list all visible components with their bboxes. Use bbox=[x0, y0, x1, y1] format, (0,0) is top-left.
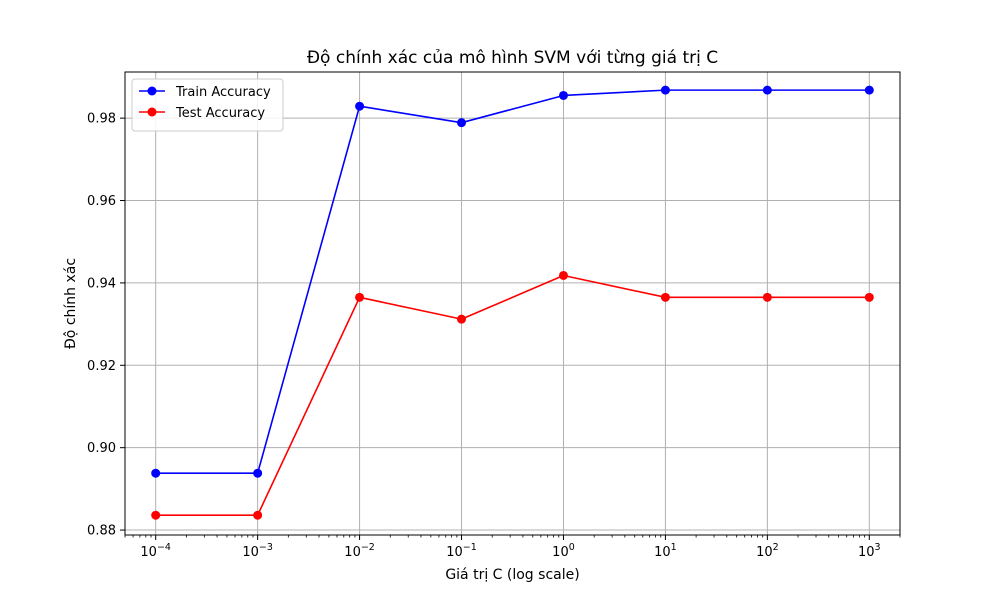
axes: 10−4 10−3 10−2 10−1 100 101 102 1030.880.900.92… bbox=[87, 112, 901, 560]
y-tick-label: 0.88 bbox=[87, 524, 116, 539]
series-train-accuracy bbox=[151, 85, 874, 478]
x-tick-label: 10−3 bbox=[242, 542, 273, 560]
legend-label: Test Accuracy bbox=[175, 106, 265, 121]
data-point bbox=[762, 85, 772, 95]
x-tick-label-base: 10 bbox=[654, 545, 671, 560]
data-point bbox=[558, 270, 568, 280]
data-point bbox=[355, 101, 365, 111]
series-layer bbox=[151, 85, 874, 520]
x-tick-label: 100 bbox=[552, 542, 575, 560]
x-tick-label: 102 bbox=[756, 542, 779, 560]
x-tick-label: 10−4 bbox=[140, 542, 171, 560]
x-tick-label: 101 bbox=[654, 542, 677, 560]
data-point bbox=[864, 85, 874, 95]
x-tick-label-exponent: −4 bbox=[157, 542, 171, 553]
x-axis-title: Giá trị C (log scale) bbox=[445, 567, 579, 583]
x-tick-label: 10−1 bbox=[446, 542, 477, 560]
data-point bbox=[457, 314, 467, 324]
series-test-accuracy bbox=[151, 270, 874, 520]
legend-item: Test Accuracy bbox=[139, 106, 265, 121]
x-tick-label: 10−2 bbox=[344, 542, 375, 560]
y-tick-label: 0.92 bbox=[87, 359, 116, 374]
x-tick-label-exponent: −2 bbox=[361, 542, 375, 553]
x-tick-label-base: 10 bbox=[242, 545, 259, 560]
plot-frame bbox=[124, 71, 901, 536]
legend-label: Train Accuracy bbox=[175, 85, 271, 100]
series-line bbox=[155, 274, 870, 517]
data-point bbox=[457, 118, 467, 128]
data-point bbox=[762, 292, 772, 302]
data-point bbox=[151, 510, 161, 520]
x-tick-label: 103 bbox=[858, 542, 881, 560]
legend: Train Accuracy Test Accuracy bbox=[131, 78, 284, 132]
legend-marker bbox=[147, 86, 157, 96]
x-tick-label-base: 10 bbox=[858, 545, 875, 560]
data-point bbox=[864, 292, 874, 302]
series-line bbox=[155, 89, 870, 475]
data-point bbox=[253, 468, 263, 478]
y-tick-label: 0.90 bbox=[87, 441, 116, 456]
x-tick-label-exponent: 3 bbox=[875, 542, 881, 553]
x-tick-label-exponent: −1 bbox=[463, 542, 477, 553]
x-tick-label-base: 10 bbox=[552, 545, 569, 560]
data-point bbox=[151, 468, 161, 478]
y-tick-label: 0.98 bbox=[87, 112, 116, 127]
data-point bbox=[660, 85, 670, 95]
y-tick-label: 0.96 bbox=[87, 194, 116, 209]
x-tick-label-base: 10 bbox=[756, 545, 773, 560]
y-axis-title: Độ chính xác bbox=[63, 258, 79, 349]
x-tick-label-exponent: 1 bbox=[671, 542, 677, 553]
x-tick-label-base: 10 bbox=[140, 545, 157, 560]
x-tick-label-exponent: 2 bbox=[773, 542, 779, 553]
y-tick-label: 0.94 bbox=[87, 276, 116, 291]
chart-title: Độ chính xác của mô hình SVM với từng gi… bbox=[307, 48, 718, 68]
x-tick-label-exponent: −3 bbox=[259, 542, 273, 553]
legend-marker bbox=[147, 107, 157, 117]
legend-item: Train Accuracy bbox=[139, 85, 271, 100]
data-point bbox=[660, 292, 670, 302]
data-point bbox=[253, 510, 263, 520]
x-tick-label-base: 10 bbox=[344, 545, 361, 560]
data-point bbox=[558, 90, 568, 100]
grid bbox=[125, 72, 900, 535]
legend-box bbox=[131, 78, 284, 132]
x-tick-label-exponent: 0 bbox=[569, 542, 575, 553]
x-tick-label-base: 10 bbox=[446, 545, 463, 560]
data-point bbox=[355, 292, 365, 302]
